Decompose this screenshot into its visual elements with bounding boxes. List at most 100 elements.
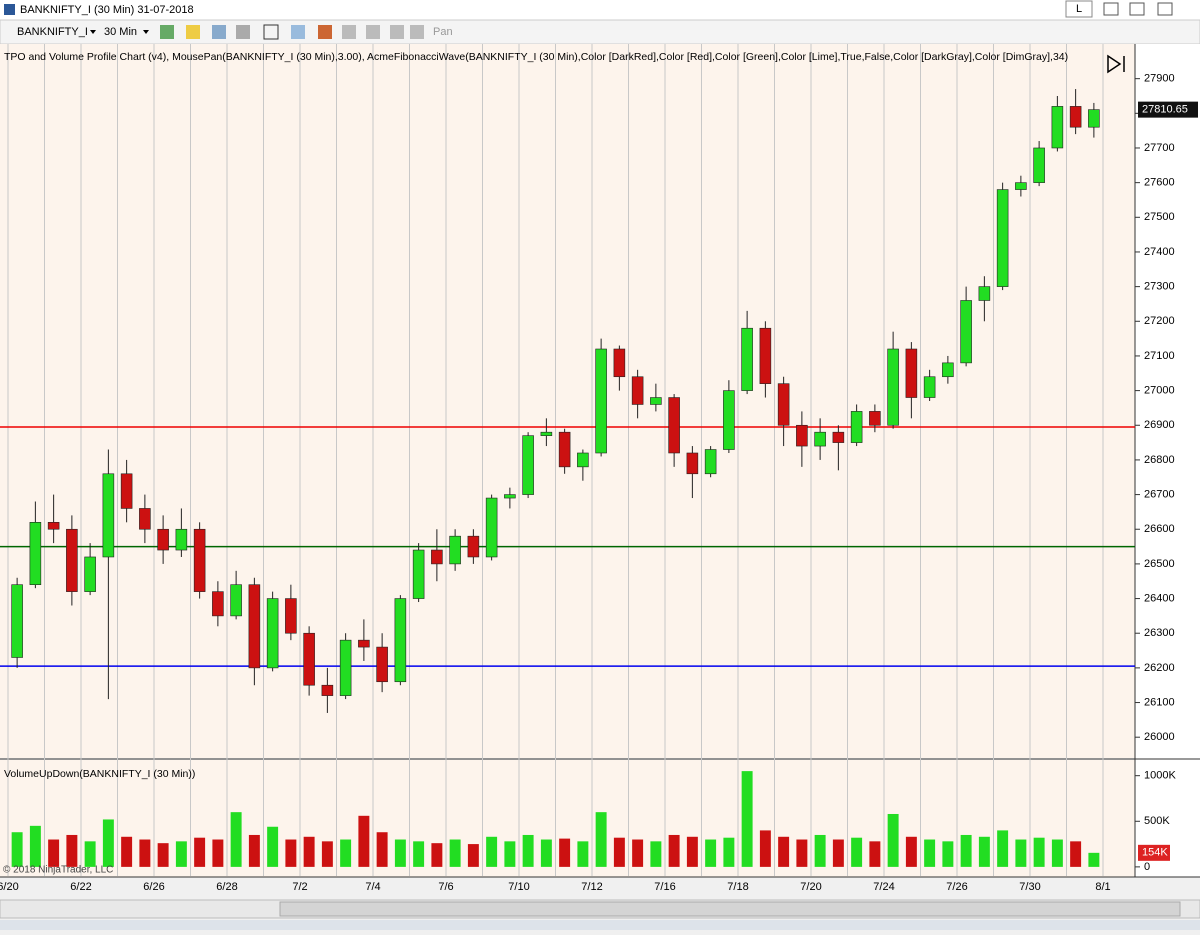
- candle-body: [157, 528, 169, 551]
- x-tick-label: 7/12: [581, 881, 602, 893]
- scroll-thumb[interactable]: [279, 901, 1181, 917]
- y-tick-label: 26000: [1144, 731, 1175, 743]
- x-tick-label: 8/1: [1095, 881, 1110, 893]
- volume-bar: [924, 839, 936, 867]
- candle-body: [960, 300, 972, 364]
- x-tick-label: 7/20: [800, 881, 821, 893]
- y-tick-label: 26800: [1144, 454, 1175, 466]
- candle-body: [139, 508, 151, 530]
- candle-body: [905, 348, 918, 398]
- x-tick-label: 7/24: [873, 881, 894, 893]
- copyright: © 2018 NinjaTrader, LLC: [3, 865, 113, 876]
- volume-bar: [248, 834, 260, 867]
- candle-body: [358, 639, 370, 648]
- volume-bar: [504, 841, 516, 867]
- candle-body: [777, 383, 790, 426]
- volume-bar: [102, 819, 114, 867]
- x-tick-label: 7/26: [946, 881, 967, 893]
- toolbar-icons[interactable]: [160, 24, 424, 40]
- candle-body: [120, 473, 133, 509]
- volume-bar: [376, 832, 388, 867]
- y-tick-label: 27400: [1144, 246, 1175, 258]
- icon[interactable]: [212, 25, 226, 39]
- scroll-end-icon[interactable]: [1107, 54, 1125, 74]
- volume-value-label: 154K: [1142, 847, 1168, 859]
- x-tick-label: 6/20: [0, 881, 19, 893]
- x-tick-label: 7/10: [508, 881, 529, 893]
- y-tick-label: 27300: [1144, 281, 1175, 293]
- candle-body: [212, 591, 224, 617]
- app-icon: [4, 4, 15, 15]
- candle-body: [978, 286, 991, 301]
- volume-bar: [321, 841, 333, 867]
- price-axis: [1135, 44, 1200, 877]
- volume-bar: [394, 839, 406, 867]
- volume-bar: [467, 844, 479, 867]
- icon[interactable]: [186, 25, 200, 39]
- icon[interactable]: [410, 25, 424, 39]
- volume-bar: [905, 836, 917, 867]
- icon[interactable]: [318, 25, 332, 39]
- pan-button[interactable]: Pan: [433, 26, 453, 38]
- volume-bar: [960, 834, 972, 867]
- volume-bar: [29, 825, 41, 867]
- minimize[interactable]: [1103, 2, 1119, 16]
- volume-tick-label: 0: [1144, 861, 1150, 873]
- price-panel: [0, 44, 1135, 758]
- candle-body: [850, 411, 863, 443]
- y-tick-label: 26400: [1144, 592, 1175, 604]
- volume-bar: [1088, 852, 1100, 867]
- last-price-label: 27810.65: [1142, 104, 1188, 116]
- candle-body: [412, 549, 425, 599]
- x-tick-label: 6/28: [216, 881, 237, 893]
- instrument-select[interactable]: BANKNIFTY_I: [17, 26, 88, 38]
- volume-bar: [942, 841, 954, 867]
- close[interactable]: [1157, 2, 1173, 16]
- volume-bar: [267, 826, 279, 867]
- volume-bar: [686, 836, 698, 867]
- volume-bar: [723, 837, 735, 867]
- candle-body: [869, 411, 881, 426]
- candle-body: [577, 452, 589, 468]
- title-bar: [0, 0, 1200, 20]
- icon[interactable]: [160, 25, 174, 39]
- layout-button-label[interactable]: L: [1076, 3, 1082, 15]
- volume-bar: [832, 839, 844, 867]
- candle-body: [449, 535, 461, 565]
- y-tick-label: 27200: [1144, 315, 1175, 327]
- volume-bar: [869, 841, 881, 867]
- restore[interactable]: [1129, 2, 1145, 16]
- volume-tick-label: 500K: [1144, 815, 1170, 827]
- volume-bar: [413, 841, 425, 867]
- volume-bar: [84, 841, 96, 867]
- volume-bar: [449, 839, 461, 867]
- icon[interactable]: [366, 25, 380, 39]
- volume-bar: [194, 837, 206, 867]
- candle-body: [175, 528, 188, 551]
- period-select[interactable]: 30 Min: [104, 26, 137, 38]
- y-tick-label: 27700: [1144, 142, 1175, 154]
- icon[interactable]: [263, 24, 279, 40]
- candle-body: [595, 348, 607, 454]
- volume-bar: [431, 843, 443, 867]
- volume-bar: [577, 841, 589, 867]
- window-title: BANKNIFTY_I (30 Min) 31-07-2018: [20, 4, 194, 16]
- candle-body: [321, 684, 334, 696]
- candle-body: [741, 327, 753, 391]
- layout-button[interactable]: [1065, 0, 1093, 18]
- x-tick-label: 7/30: [1019, 881, 1040, 893]
- volume-bar: [486, 836, 498, 867]
- icon[interactable]: [236, 25, 250, 39]
- y-tick-label: 26500: [1144, 558, 1175, 570]
- candle-body: [1069, 106, 1082, 128]
- icon[interactable]: [342, 25, 356, 39]
- volume-bar: [887, 813, 899, 867]
- candle-body: [193, 528, 206, 592]
- icon[interactable]: [390, 25, 404, 39]
- grid: [7, 44, 1104, 876]
- candle-body: [887, 348, 899, 426]
- icon[interactable]: [291, 25, 305, 39]
- candle-body: [540, 431, 553, 436]
- volume-bar: [157, 843, 169, 867]
